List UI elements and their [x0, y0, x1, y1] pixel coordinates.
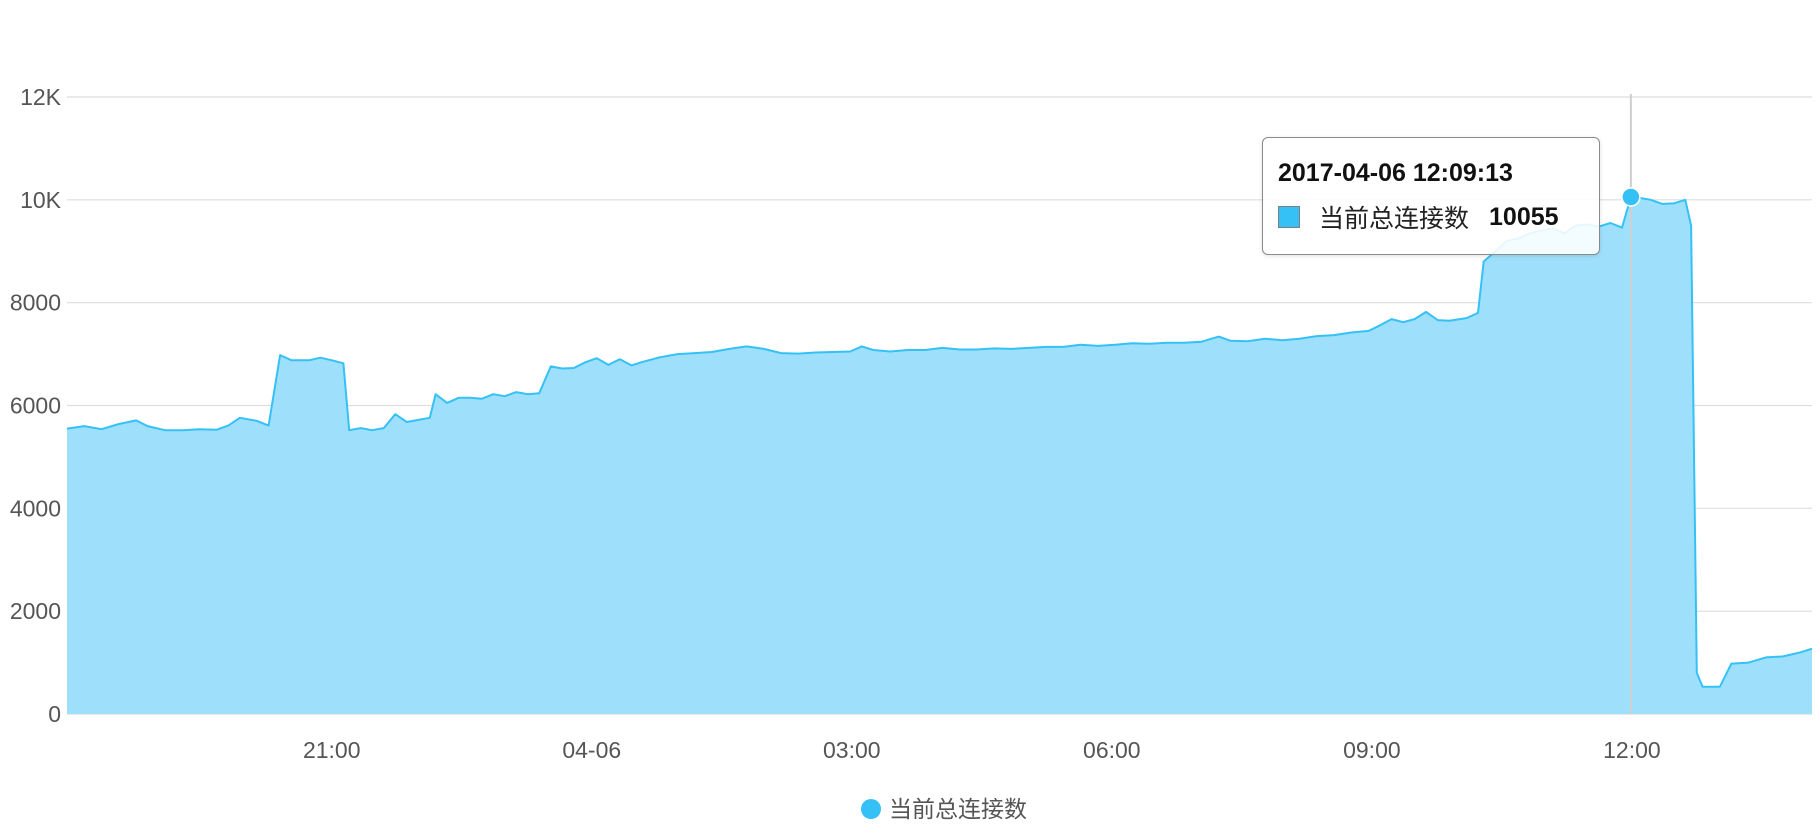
- y-tick-label-8000: 8000: [10, 290, 61, 316]
- y-tick-label-2000: 2000: [10, 598, 61, 624]
- x-tick-label-04-06: 04-06: [562, 737, 621, 763]
- tooltip-swatch: [1278, 206, 1300, 228]
- y-tick-label-10K: 10K: [20, 187, 62, 213]
- highlight-point: [1621, 187, 1641, 207]
- tooltip-series: 当前总连接数: [1319, 205, 1470, 233]
- overlay-layer: [1621, 94, 1641, 714]
- y-tick-label-12K: 12K: [20, 84, 62, 110]
- x-tick-label-03:00: 03:00: [823, 737, 881, 763]
- axis-layer: 0 2000 4000 6000 8000 10K 12K 21:00 04-06 03:00 06…: [10, 84, 1661, 763]
- legend-layer: 当前总连接数: [861, 796, 1027, 822]
- x-tick-label-06:00: 06:00: [1083, 737, 1141, 763]
- tooltip: 2017-04-06 12:09:13 当前总连接数 10055: [1262, 137, 1600, 255]
- y-tick-label-6000: 6000: [10, 393, 61, 419]
- tooltip-row: 当前总连接数 10055: [1278, 202, 1559, 233]
- series-area-current-connections: [67, 197, 1812, 714]
- legend-label: 当前总连接数: [889, 796, 1027, 822]
- y-tick-label-0: 0: [48, 701, 61, 727]
- x-tick-label-21:00: 21:00: [303, 737, 361, 763]
- area-layer: [66, 196, 1813, 714]
- legend-marker: [861, 799, 881, 819]
- y-tick-label-4000: 4000: [10, 495, 61, 521]
- x-tick-label-09:00: 09:00: [1343, 737, 1401, 763]
- x-tick-label-12:00: 12:00: [1603, 737, 1661, 763]
- tooltip-value: 10055: [1489, 202, 1559, 231]
- tooltip-time: 2017-04-06 12:09:13: [1278, 159, 1513, 187]
